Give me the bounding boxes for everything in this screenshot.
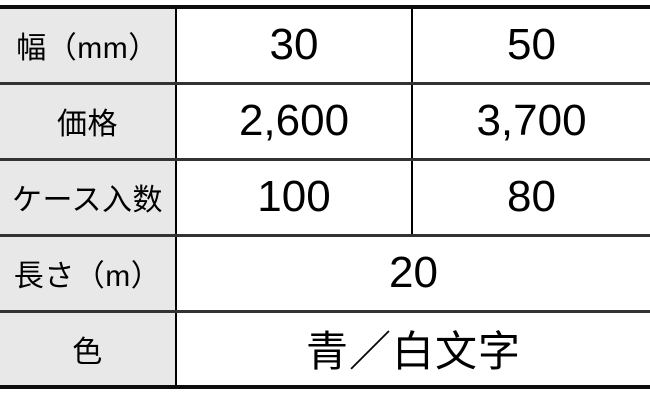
row-label-width: 幅（mm） [0,7,177,83]
cell-case-quantity-1: 100 [176,159,413,235]
product-spec-table: 幅（mm） 30 50 価格 2,600 3,700 ケース入数 100 80 … [0,5,650,389]
table-row-color: 色 青／白文字 [0,311,650,387]
row-label-length: 長さ（m） [0,235,177,311]
cell-length: 20 [176,235,650,311]
table-row-length: 長さ（m） 20 [0,235,650,311]
cell-price-2: 3,700 [412,83,650,159]
row-label-color: 色 [0,311,177,387]
table-row-width: 幅（mm） 30 50 [0,7,650,83]
cell-case-quantity-2: 80 [412,159,650,235]
cell-color: 青／白文字 [176,311,650,387]
table-row-case-quantity: ケース入数 100 80 [0,159,650,235]
cell-width-30: 30 [176,7,413,83]
row-label-price: 価格 [0,83,177,159]
row-label-case-quantity: ケース入数 [0,159,177,235]
table-row-price: 価格 2,600 3,700 [0,83,650,159]
cell-width-50: 50 [412,7,650,83]
cell-price-1: 2,600 [176,83,413,159]
